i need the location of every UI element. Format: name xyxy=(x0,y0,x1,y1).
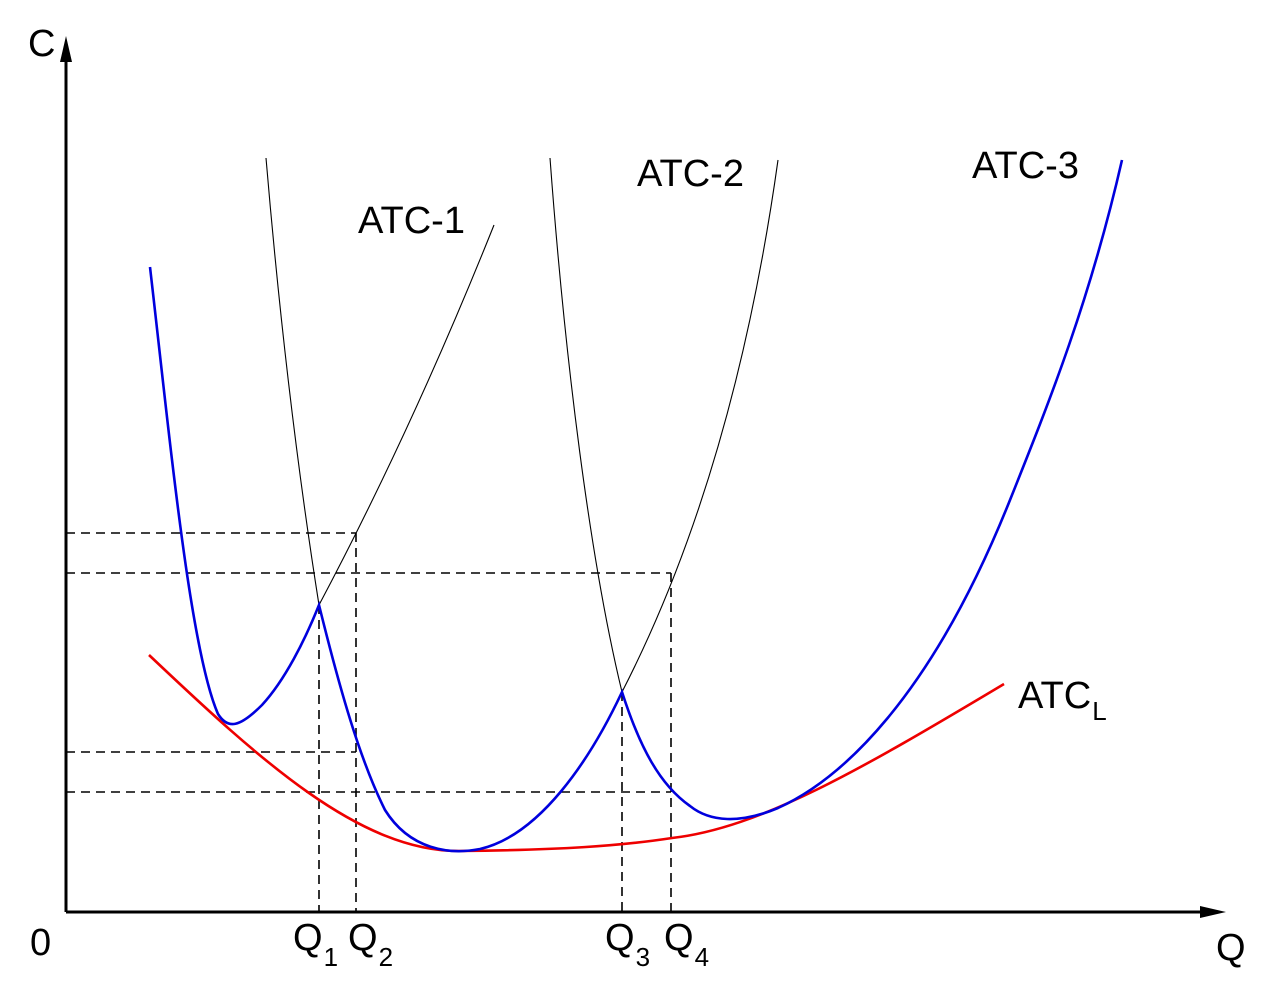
q4-label-main: Q xyxy=(664,917,694,959)
atc2-left-arm xyxy=(265,157,320,606)
atc3-label: ATC-3 xyxy=(972,145,1079,187)
atcl-label-sub: L xyxy=(1092,696,1106,726)
q3-label: Q3 xyxy=(605,917,650,972)
atcl-label-main: ATC xyxy=(1018,675,1091,717)
guide-lines xyxy=(66,532,672,912)
q1-label-sub: 1 xyxy=(324,942,338,972)
q2-label-main: Q xyxy=(348,917,378,959)
x-axis-label: Q xyxy=(1216,927,1246,969)
q4-label: Q4 xyxy=(664,917,709,972)
q3-label-sub: 3 xyxy=(636,942,650,972)
y-axis-label: C xyxy=(28,23,55,65)
axes xyxy=(60,36,1226,918)
q1-label-main: Q xyxy=(293,917,323,959)
atc1-right-arm xyxy=(318,224,495,606)
y-axis-arrow-icon xyxy=(60,36,72,62)
short-run-envelope-curve xyxy=(148,159,1124,853)
q2-label: Q2 xyxy=(348,917,393,972)
atcl-label: ATCL xyxy=(1018,675,1107,726)
atc2-right-arm xyxy=(621,159,779,693)
x-axis-arrow-icon xyxy=(1200,906,1226,918)
q3-label-main: Q xyxy=(605,917,635,959)
atc3-left-arm xyxy=(549,157,623,693)
q1-label: Q1 xyxy=(293,917,338,972)
origin-label: 0 xyxy=(30,922,51,964)
q2-label-sub: 2 xyxy=(379,942,393,972)
atc1-label: ATC-1 xyxy=(358,200,465,242)
short-run-curve-arms xyxy=(265,157,779,693)
atc-long-run-curve xyxy=(148,654,1005,853)
q4-label-sub: 4 xyxy=(695,942,709,972)
atc2-label: ATC-2 xyxy=(637,153,744,195)
